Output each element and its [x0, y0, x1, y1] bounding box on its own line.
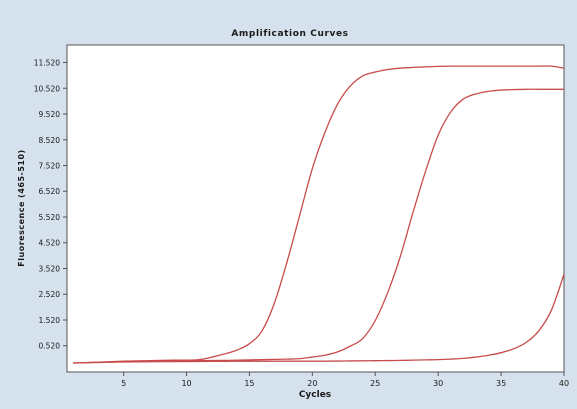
y-tick-label: 7.520	[39, 162, 61, 171]
y-tick-label: 4.520	[39, 239, 61, 248]
plot-area	[66, 44, 565, 373]
chart-title: Amplification Curves	[231, 29, 348, 39]
series-layer	[73, 65, 565, 364]
x-tick-label: 35	[496, 379, 506, 388]
series-line-3	[73, 273, 565, 364]
y-tick-label: 11.520	[34, 59, 60, 68]
x-axis: 5 10 15 20 25 30 35 40	[121, 372, 569, 388]
x-axis-label: Cycles	[299, 390, 331, 400]
y-tick-label: 5.520	[39, 213, 61, 222]
y-axis-label: Fluorescence (465-510)	[17, 149, 26, 266]
x-tick-label: 40	[559, 379, 569, 388]
y-tick-label: 10.520	[34, 84, 60, 93]
y-tick-label: 3.520	[39, 264, 61, 273]
x-tick-label: 30	[433, 379, 443, 388]
x-tick-label: 25	[370, 379, 380, 388]
y-tick-label: 8.520	[39, 136, 61, 145]
x-tick-label: 10	[181, 379, 191, 388]
series-line-1	[73, 65, 565, 364]
x-tick-label: 20	[307, 379, 317, 388]
y-tick-label: 9.520	[39, 110, 61, 119]
y-tick-label: 1.520	[39, 316, 61, 325]
x-tick-label: 15	[244, 379, 254, 388]
y-tick-label: 2.520	[39, 290, 61, 299]
y-tick-label: 0.520	[39, 342, 61, 351]
series-line-2	[73, 88, 564, 364]
y-tick-label: 6.520	[39, 187, 61, 196]
y-axis: 0.520 1.520 2.520 3.520 4.520 5.520 6.520 7.520…	[34, 59, 67, 351]
x-tick-label: 5	[121, 379, 126, 388]
